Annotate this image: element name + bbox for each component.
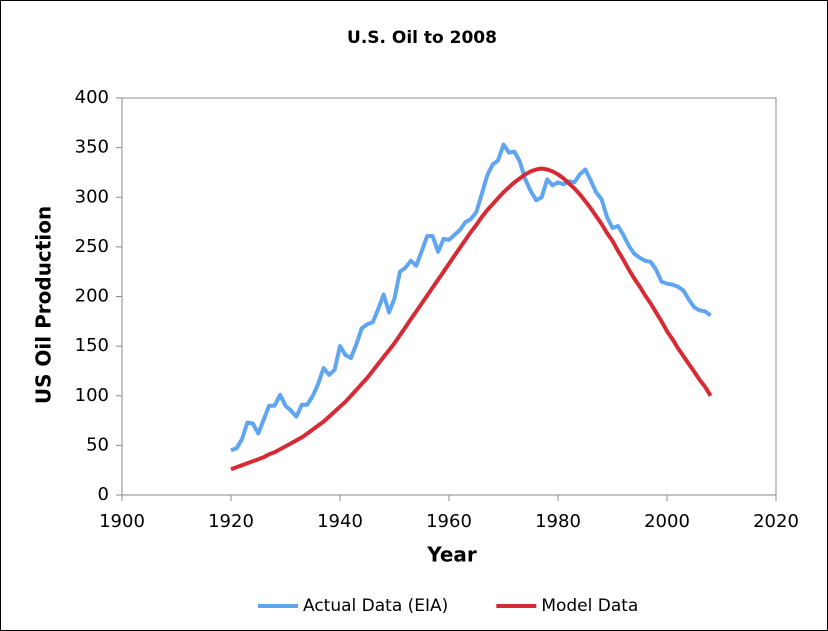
x-axis-title: Year <box>426 543 477 567</box>
y-tick-label: 250 <box>75 236 109 257</box>
y-tick-label: 150 <box>75 335 109 356</box>
data-line <box>230 166 713 472</box>
x-tick-label: 1960 <box>426 511 472 532</box>
y-tick-label: 200 <box>75 286 109 307</box>
chart-title: U.S. Oil to 2008 <box>347 28 497 48</box>
y-tick-label: 350 <box>75 137 109 158</box>
x-tick-label: 2020 <box>753 511 799 532</box>
y-tick-label: 300 <box>75 186 109 207</box>
data-line <box>230 142 712 453</box>
y-tick-label: 0 <box>98 484 109 505</box>
y-tick-label: 400 <box>75 87 109 108</box>
y-tick-label: 100 <box>75 385 109 406</box>
x-tick-label: 1980 <box>535 511 581 532</box>
y-tick-label: 50 <box>86 434 109 455</box>
x-tick-label: 1920 <box>208 511 254 532</box>
x-tick-label: 2000 <box>644 511 690 532</box>
x-tick-label: 1940 <box>317 511 363 532</box>
x-tick-label: 1900 <box>99 511 145 532</box>
legend-label: Actual Data (EIA) <box>303 596 448 616</box>
y-axis-title: US Oil Production <box>32 206 56 404</box>
legend-label: Model Data <box>541 596 638 616</box>
